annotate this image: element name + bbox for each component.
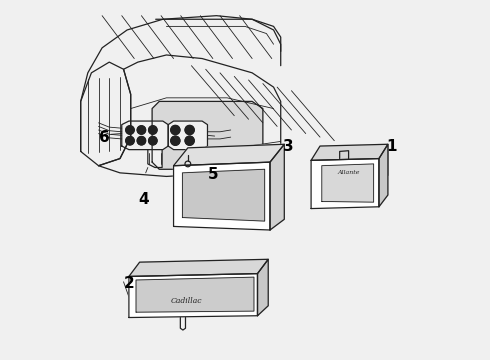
Polygon shape — [322, 164, 373, 202]
Polygon shape — [182, 169, 265, 221]
Polygon shape — [379, 144, 388, 207]
Polygon shape — [258, 259, 268, 316]
Circle shape — [171, 125, 180, 135]
Circle shape — [185, 125, 194, 135]
Text: 6: 6 — [98, 130, 109, 145]
Text: 3: 3 — [283, 139, 293, 154]
Circle shape — [185, 136, 194, 145]
Text: 1: 1 — [386, 139, 397, 154]
Circle shape — [137, 136, 146, 145]
Polygon shape — [122, 121, 168, 150]
Polygon shape — [148, 150, 162, 167]
Text: 4: 4 — [138, 192, 148, 207]
Circle shape — [126, 136, 134, 145]
Polygon shape — [173, 162, 270, 230]
Text: Cadillac: Cadillac — [171, 297, 202, 305]
Circle shape — [171, 136, 180, 145]
Circle shape — [148, 136, 157, 145]
Polygon shape — [129, 274, 258, 318]
Polygon shape — [152, 102, 263, 169]
Polygon shape — [270, 144, 284, 230]
Circle shape — [137, 126, 146, 134]
Polygon shape — [136, 277, 254, 312]
Text: Allante: Allante — [337, 170, 360, 175]
Text: 5: 5 — [208, 167, 218, 182]
Circle shape — [126, 126, 134, 134]
Text: 2: 2 — [123, 276, 134, 291]
Polygon shape — [81, 62, 131, 166]
Polygon shape — [168, 121, 207, 150]
Polygon shape — [173, 144, 284, 166]
Circle shape — [148, 126, 157, 134]
Polygon shape — [98, 55, 281, 176]
Polygon shape — [311, 158, 379, 208]
Polygon shape — [129, 259, 268, 276]
Polygon shape — [311, 144, 388, 160]
